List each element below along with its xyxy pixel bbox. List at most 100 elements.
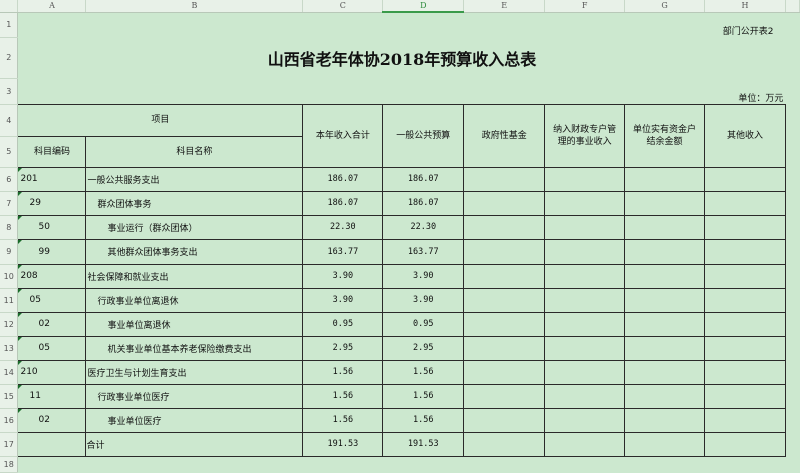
empty-cell[interactable] xyxy=(544,238,626,265)
general-budget[interactable]: 1.56 xyxy=(382,383,465,409)
cell[interactable] xyxy=(785,264,799,288)
cell[interactable] xyxy=(785,167,799,191)
empty-cell[interactable] xyxy=(624,166,706,192)
cell[interactable] xyxy=(785,78,799,104)
cell[interactable] xyxy=(785,191,799,215)
cell[interactable] xyxy=(785,136,799,167)
subject-code[interactable]: 208 xyxy=(17,263,87,289)
cell[interactable] xyxy=(785,360,799,384)
subject-name[interactable]: 社会保障和就业支出 xyxy=(85,263,304,289)
total-income[interactable]: 0.95 xyxy=(302,311,384,337)
empty-cell[interactable] xyxy=(544,263,626,289)
cell[interactable] xyxy=(785,432,799,456)
empty-cell[interactable] xyxy=(544,359,626,385)
row-header[interactable]: 6 xyxy=(0,167,19,192)
subject-name[interactable]: 一般公共服务支出 xyxy=(85,166,304,192)
empty-cell[interactable] xyxy=(704,238,786,265)
total-income[interactable]: 22.30 xyxy=(302,214,384,240)
empty-cell[interactable] xyxy=(463,311,546,337)
total-income[interactable]: 163.77 xyxy=(302,238,384,265)
row-header[interactable]: 10 xyxy=(0,264,19,289)
row-header[interactable]: 9 xyxy=(0,239,19,265)
cell[interactable] xyxy=(785,288,799,312)
cell[interactable] xyxy=(18,456,800,472)
column-header-F[interactable]: F xyxy=(544,0,626,13)
row-header[interactable]: 12 xyxy=(0,312,19,337)
empty-cell[interactable] xyxy=(463,431,546,457)
header-gov-fund[interactable]: 政府性基金 xyxy=(463,103,546,168)
column-header-G[interactable]: G xyxy=(624,0,706,13)
empty-cell[interactable] xyxy=(463,214,546,240)
subject-code[interactable]: 05 xyxy=(17,287,87,313)
page-title[interactable]: 山西省老年体协2018年预算收入总表 xyxy=(267,49,537,69)
total-label[interactable]: 合计 xyxy=(85,431,304,457)
empty-cell[interactable] xyxy=(624,359,706,385)
cell[interactable] xyxy=(785,336,799,360)
row-header[interactable]: 1 xyxy=(0,12,19,38)
column-header-E[interactable]: E xyxy=(463,0,546,13)
header-special-account[interactable]: 纳入财政专户管理的事业收入 xyxy=(544,103,626,168)
row-header[interactable]: 18 xyxy=(0,456,19,473)
row-header[interactable]: 11 xyxy=(0,288,19,313)
header-name[interactable]: 科目名称 xyxy=(85,135,304,168)
row-header[interactable]: 2 xyxy=(0,37,19,79)
subject-code[interactable]: 210 xyxy=(17,359,87,385)
subject-name[interactable]: 医疗卫生与计划生育支出 xyxy=(85,359,304,385)
empty-cell[interactable] xyxy=(463,190,546,216)
empty-cell[interactable] xyxy=(704,190,786,216)
column-header-D[interactable]: D xyxy=(382,0,465,13)
empty-cell[interactable] xyxy=(463,335,546,361)
total-income[interactable]: 1.56 xyxy=(302,407,384,433)
column-header-H[interactable]: H xyxy=(704,0,786,13)
subject-code[interactable]: 05 xyxy=(17,335,87,361)
cell[interactable] xyxy=(785,12,799,37)
subject-code[interactable]: 99 xyxy=(17,238,87,265)
cell[interactable] xyxy=(785,312,799,336)
header-item[interactable]: 项目 xyxy=(17,103,304,137)
empty-cell[interactable] xyxy=(463,383,546,409)
grand-total[interactable]: 191.53 xyxy=(302,431,384,457)
row-header[interactable]: 17 xyxy=(0,432,19,457)
row-header[interactable]: 3 xyxy=(0,78,19,105)
cell[interactable] xyxy=(785,384,799,408)
subject-name[interactable]: 事业运行（群众团体） xyxy=(85,214,304,240)
empty-cell[interactable] xyxy=(624,431,706,457)
empty-cell[interactable] xyxy=(704,263,786,289)
empty-cell[interactable] xyxy=(624,238,706,265)
header-balance[interactable]: 单位实有资金户结余金额 xyxy=(624,103,706,168)
empty-cell[interactable] xyxy=(624,335,706,361)
empty-cell[interactable] xyxy=(624,263,706,289)
empty-cell[interactable] xyxy=(704,431,786,457)
row-header[interactable]: 4 xyxy=(0,104,19,137)
empty-cell[interactable] xyxy=(704,383,786,409)
cell[interactable] xyxy=(785,37,799,78)
header-general-budget[interactable]: 一般公共预算 xyxy=(382,103,465,168)
empty-cell[interactable] xyxy=(463,287,546,313)
row-header[interactable]: 14 xyxy=(0,360,19,385)
empty-cell[interactable] xyxy=(704,335,786,361)
empty-cell[interactable] xyxy=(544,287,626,313)
empty-cell[interactable] xyxy=(463,238,546,265)
empty-cell[interactable] xyxy=(544,383,626,409)
general-budget[interactable]: 22.30 xyxy=(382,214,465,240)
empty-cell[interactable] xyxy=(544,214,626,240)
empty-cell[interactable] xyxy=(463,407,546,433)
row-header[interactable]: 7 xyxy=(0,191,19,216)
empty-cell[interactable] xyxy=(544,407,626,433)
subject-name[interactable]: 行政事业单位离退休 xyxy=(85,287,304,313)
subject-code[interactable]: 29 xyxy=(17,190,87,216)
general-budget[interactable]: 0.95 xyxy=(382,311,465,337)
total-income[interactable]: 2.95 xyxy=(302,335,384,361)
cell[interactable] xyxy=(785,215,799,239)
subject-name[interactable]: 机关事业单位基本养老保险缴费支出 xyxy=(85,335,304,361)
general-budget[interactable]: 1.56 xyxy=(382,407,465,433)
header-code[interactable]: 科目编码 xyxy=(17,135,87,168)
cell[interactable] xyxy=(785,104,799,136)
select-all-corner[interactable] xyxy=(0,0,19,13)
subject-name[interactable]: 事业单位离退休 xyxy=(85,311,304,337)
form-number[interactable]: 部门公开表2 xyxy=(722,27,774,37)
empty-cell[interactable] xyxy=(624,287,706,313)
empty-cell[interactable] xyxy=(624,311,706,337)
row-header[interactable]: 16 xyxy=(0,408,19,433)
